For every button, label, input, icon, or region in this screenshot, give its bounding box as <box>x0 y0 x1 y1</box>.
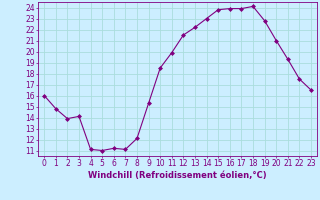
X-axis label: Windchill (Refroidissement éolien,°C): Windchill (Refroidissement éolien,°C) <box>88 171 267 180</box>
